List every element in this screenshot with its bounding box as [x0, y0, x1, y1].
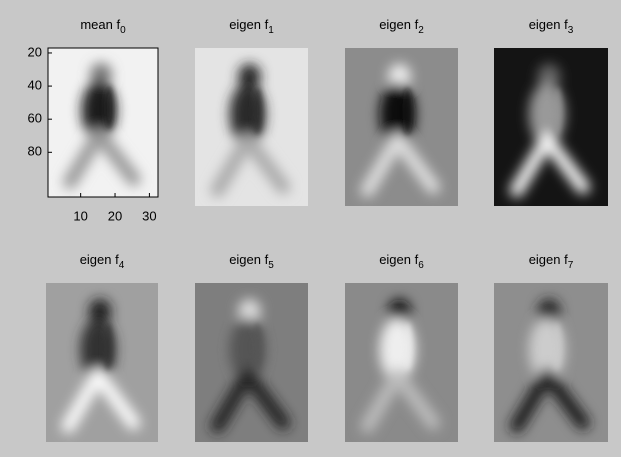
image — [494, 283, 608, 442]
image-content — [494, 48, 608, 206]
detail — [104, 85, 114, 130]
y-tick-label: 20 — [28, 44, 42, 59]
image-content — [48, 48, 158, 197]
title-text: eigen f — [379, 17, 418, 32]
title-text: eigen f — [529, 17, 568, 32]
detail — [552, 323, 562, 371]
title-text: eigen f — [529, 252, 568, 267]
image-content — [195, 283, 308, 442]
image — [48, 48, 158, 197]
detail — [403, 323, 413, 371]
detail — [103, 323, 113, 371]
title-subscript: 4 — [119, 260, 125, 271]
title-text: eigen f — [379, 252, 418, 267]
image — [195, 283, 308, 442]
image-content — [345, 283, 458, 442]
title-subscript: 0 — [120, 25, 126, 36]
image — [195, 48, 308, 206]
x-tick-label: 20 — [108, 208, 122, 223]
y-tick-label: 60 — [28, 111, 42, 126]
image — [345, 48, 458, 206]
title-subscript: 7 — [568, 260, 574, 271]
title-subscript: 1 — [268, 25, 274, 36]
image-content — [195, 48, 308, 206]
title-subscript: 5 — [268, 260, 274, 271]
image-content — [494, 283, 608, 442]
x-tick-label: 10 — [73, 208, 87, 223]
title-text: eigen f — [229, 252, 268, 267]
title-text: eigen f — [80, 252, 119, 267]
title-subscript: 2 — [418, 25, 424, 36]
image — [494, 48, 608, 206]
detail — [253, 323, 263, 371]
detail — [253, 88, 263, 135]
title-subscript: 3 — [568, 25, 574, 36]
x-tick-label: 30 — [142, 208, 156, 223]
title-text: eigen f — [229, 17, 268, 32]
image — [46, 283, 158, 442]
title-text: mean f — [80, 17, 120, 32]
image-content — [345, 48, 458, 206]
detail — [552, 88, 562, 135]
figure: mean f010203020406080eigen f1eigen f2eig… — [0, 0, 621, 457]
image — [345, 283, 458, 442]
y-tick-label: 80 — [28, 144, 42, 159]
detail — [403, 88, 413, 135]
image-content — [46, 283, 158, 442]
title-subscript: 6 — [418, 260, 424, 271]
y-tick-label: 40 — [28, 78, 42, 93]
